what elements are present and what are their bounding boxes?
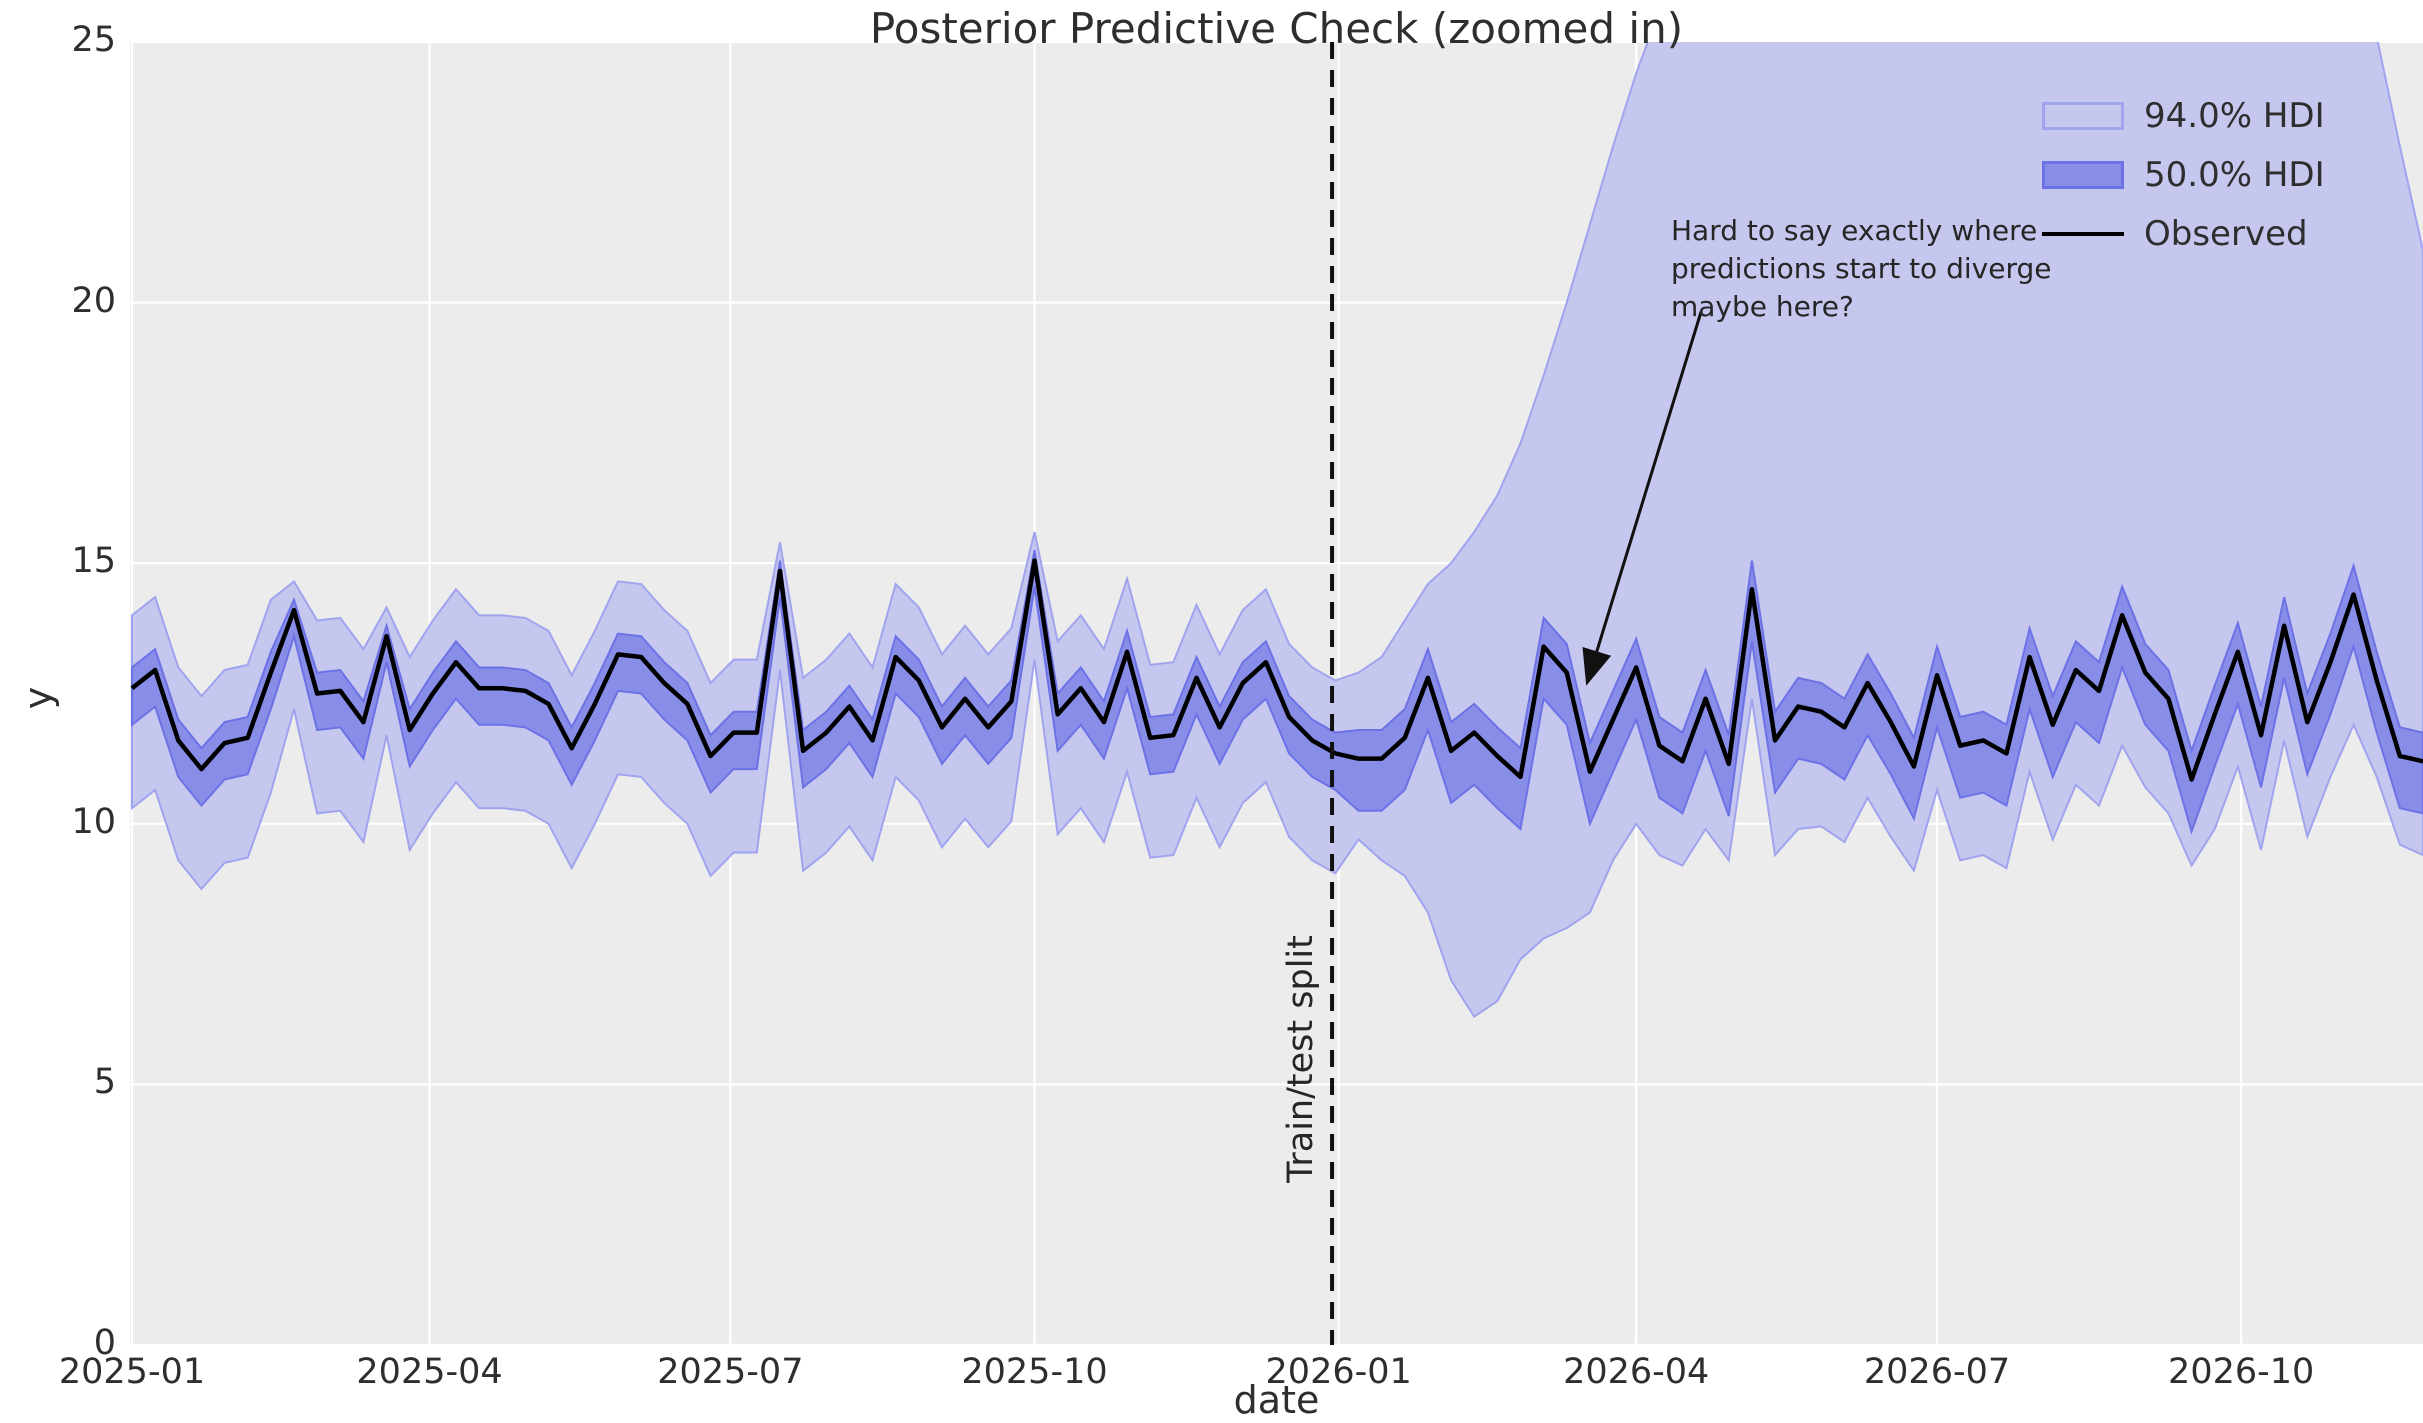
y-tick-label: 25 bbox=[71, 20, 116, 60]
train-test-split-label: Train/test split bbox=[1281, 935, 1321, 1183]
diverge-annotation: Hard to say exactly where predictions st… bbox=[1671, 212, 2051, 326]
y-tick-label: 20 bbox=[71, 280, 116, 321]
hdi50-swatch bbox=[2042, 160, 2124, 189]
legend-item-94-hdi: 94.0% HDI bbox=[2042, 86, 2325, 145]
legend-item-50-hdi: 50.0% HDI bbox=[2042, 145, 2325, 204]
legend-label: Observed bbox=[2144, 213, 2308, 254]
legend-label: 50.0% HDI bbox=[2144, 154, 2325, 195]
y-tick-label: 10 bbox=[71, 801, 116, 842]
x-tick-label: 2026-01 bbox=[1265, 1352, 1412, 1392]
legend-item-observed: Observed bbox=[2042, 204, 2325, 263]
annotation-line: Hard to say exactly where bbox=[1671, 214, 2038, 247]
hdi94-swatch bbox=[2042, 101, 2124, 130]
legend-label: 94.0% HDI bbox=[2144, 95, 2325, 136]
x-tick-label: 2025-04 bbox=[356, 1352, 503, 1392]
x-tick-label: 2025-10 bbox=[961, 1352, 1108, 1392]
x-tick-label: 2025-01 bbox=[58, 1352, 206, 1392]
y-tick-label: 15 bbox=[71, 541, 116, 582]
y-tick-label: 5 bbox=[93, 1062, 116, 1103]
y-axis-label: y bbox=[16, 686, 60, 710]
annotation-arrow bbox=[1582, 311, 1703, 686]
x-tick-label: 2026-07 bbox=[1863, 1352, 2011, 1392]
x-tick-label: 2026-10 bbox=[2168, 1352, 2315, 1392]
y-tick-label: 0 bbox=[93, 1323, 116, 1363]
chart-title: Posterior Predictive Check (zoomed in) bbox=[869, 4, 1684, 53]
x-axis-label: date bbox=[1233, 1378, 1320, 1422]
x-tick-label: 2026-04 bbox=[1563, 1352, 1710, 1392]
annotation-line: maybe here? bbox=[1671, 290, 1854, 323]
legend: 94.0% HDI 50.0% HDI Observed bbox=[2042, 86, 2325, 263]
observed-line-swatch bbox=[2042, 231, 2124, 236]
x-tick-label: 2025-07 bbox=[657, 1352, 804, 1392]
annotation-line: predictions start to diverge bbox=[1671, 252, 2052, 285]
observed-line bbox=[130, 558, 2423, 782]
